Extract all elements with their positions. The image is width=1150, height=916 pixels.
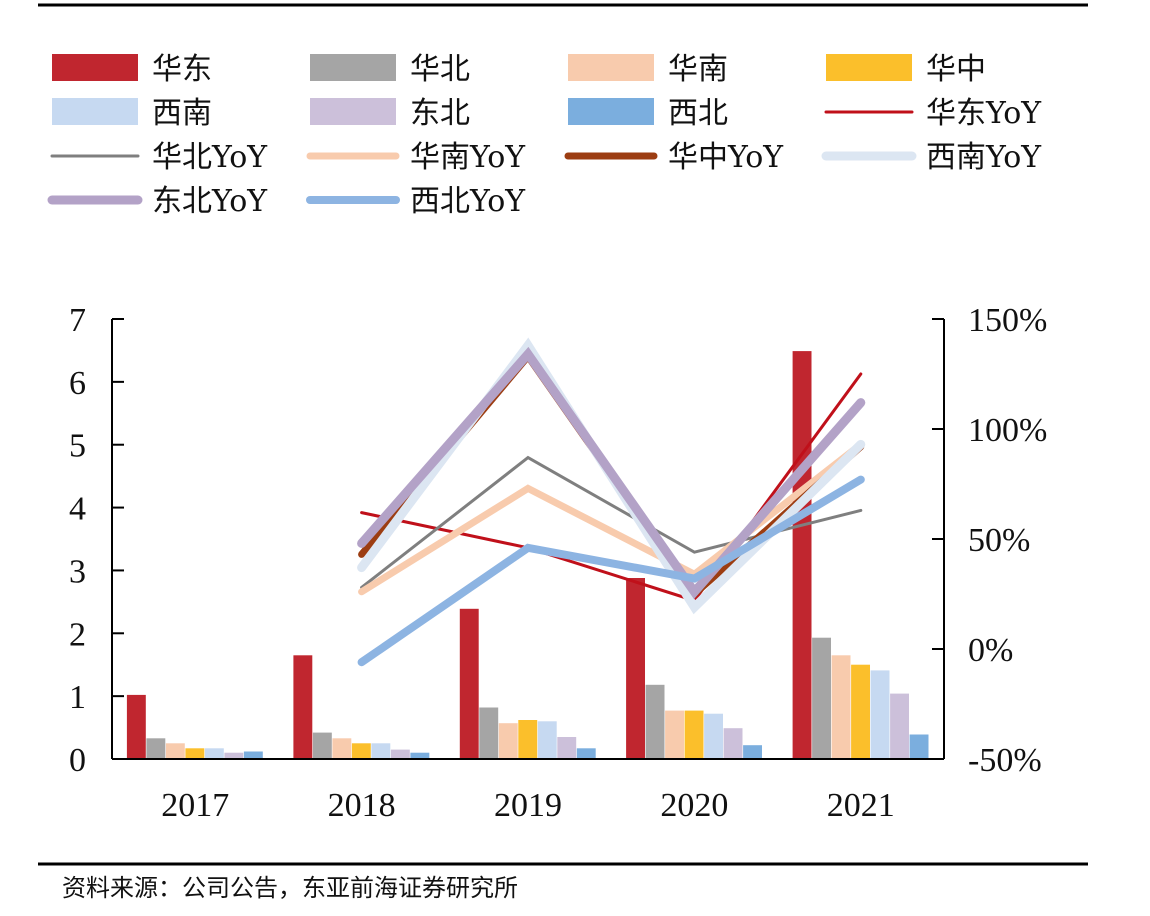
- y-tick-label: 4: [69, 491, 86, 528]
- bar-西南-2017: [204, 748, 224, 759]
- lines-layer: [357, 337, 866, 667]
- x-tick-label-2018: 2018: [328, 787, 396, 824]
- source-note: 资料来源：公司公告，东亚前海证券研究所: [62, 874, 518, 902]
- legend-swatch-西北: [568, 98, 654, 125]
- legend-label-华东: 华东: [152, 52, 212, 87]
- y2-tick-label: -50%: [968, 742, 1042, 779]
- x-tick-label-2019: 2019: [494, 787, 562, 824]
- y-tick-label: 0: [69, 742, 86, 779]
- bar-东北-2018: [390, 749, 410, 759]
- bar-华东-2021: [792, 351, 812, 759]
- bar-华南-2020: [665, 710, 684, 759]
- line-东北-yoy: [357, 346, 866, 600]
- legend-label-华中-yoy: 华中YoY: [668, 140, 784, 175]
- legend-label-华北: 华北: [410, 52, 470, 87]
- bar-西北-2020: [743, 745, 762, 759]
- bar-西南-2020: [704, 713, 723, 759]
- bar-华北-2021: [812, 637, 831, 759]
- bar-华南-2017: [165, 743, 185, 759]
- legend-swatch-华东: [52, 54, 138, 81]
- bar-西北-2021: [909, 734, 929, 759]
- y2-tick-label: 50%: [968, 522, 1030, 559]
- legend-label-西北: 西北: [668, 96, 728, 131]
- bar-华中-2020: [684, 710, 704, 759]
- legend-label-东北: 东北: [410, 96, 470, 131]
- y-tick-label: 1: [69, 679, 86, 716]
- legend-label-西南-yoy: 西南YoY: [926, 140, 1042, 175]
- bar-华中-2017: [185, 748, 205, 759]
- legend-swatch-东北: [310, 98, 396, 125]
- y-tick-label: 3: [69, 553, 86, 590]
- axes-layer: 0 1 2 3 4 5 6 7 -50% 0% 50% 100% 150% 2017 2018 2019 202…: [69, 302, 1047, 824]
- legend-label-东北-yoy: 东北YoY: [152, 184, 268, 219]
- legend-label-华南-yoy: 华南YoY: [410, 140, 526, 175]
- line-华南-yoy: [358, 440, 865, 596]
- bar-华北-2019: [479, 707, 499, 759]
- legend-swatch-华中: [826, 54, 912, 81]
- legend-swatch-华北: [310, 54, 396, 81]
- y2-tick-label: 100%: [968, 412, 1047, 449]
- y-tick-label: 7: [69, 302, 86, 339]
- bar-华东-2018: [293, 655, 313, 759]
- bar-华北-2020: [645, 684, 665, 759]
- legend-swatch-西南: [52, 98, 138, 125]
- line-西北-yoy: [357, 475, 865, 667]
- bar-东北-2017: [224, 752, 244, 759]
- bar-华东-2019: [459, 608, 479, 759]
- bar-华中-2019: [518, 720, 538, 759]
- bar-西南-2021: [870, 670, 890, 759]
- bar-华东-2020: [626, 578, 645, 759]
- bar-华南-2019: [498, 723, 518, 759]
- bar-东北-2021: [890, 693, 909, 759]
- x-tick-label-2020: 2020: [660, 787, 728, 824]
- bar-西南-2019: [537, 721, 557, 759]
- bars-layer: [126, 351, 929, 759]
- bar-华南-2021: [831, 655, 851, 759]
- bar-华北-2017: [146, 738, 166, 759]
- y2-tick-label: 150%: [968, 302, 1047, 339]
- bar-华东-2017: [126, 694, 146, 759]
- bar-西北-2017: [243, 751, 263, 759]
- x-tick-label-2017: 2017: [161, 787, 229, 824]
- legend-label-华北-yoy: 华北YoY: [152, 140, 268, 175]
- bar-西南-2018: [371, 743, 391, 759]
- legend-swatch-华南: [568, 54, 654, 81]
- bar-东北-2019: [557, 737, 577, 759]
- line-华东-yoy: [360, 372, 863, 603]
- y-tick-label: 6: [69, 365, 86, 402]
- bar-华中-2018: [351, 743, 371, 759]
- bar-华南-2018: [332, 738, 352, 759]
- y-tick-label: 2: [69, 616, 86, 653]
- legend-label-华东-yoy: 华东YoY: [926, 96, 1042, 131]
- bar-西北-2019: [576, 748, 596, 759]
- bar-华中-2021: [851, 664, 870, 759]
- legend-label-华南: 华南: [668, 52, 728, 87]
- bar-西北-2018: [410, 752, 430, 759]
- bar-华北-2018: [312, 732, 332, 759]
- y2-tick-label: 0%: [968, 632, 1013, 669]
- y-tick-label: 5: [69, 428, 86, 465]
- legend-label-华中: 华中: [926, 52, 986, 87]
- x-tick-label-2021: 2021: [827, 787, 895, 824]
- legend-label-西南: 西南: [152, 96, 212, 131]
- bar-东北-2020: [723, 728, 743, 759]
- legend-label-西北-yoy: 西北YoY: [410, 184, 526, 219]
